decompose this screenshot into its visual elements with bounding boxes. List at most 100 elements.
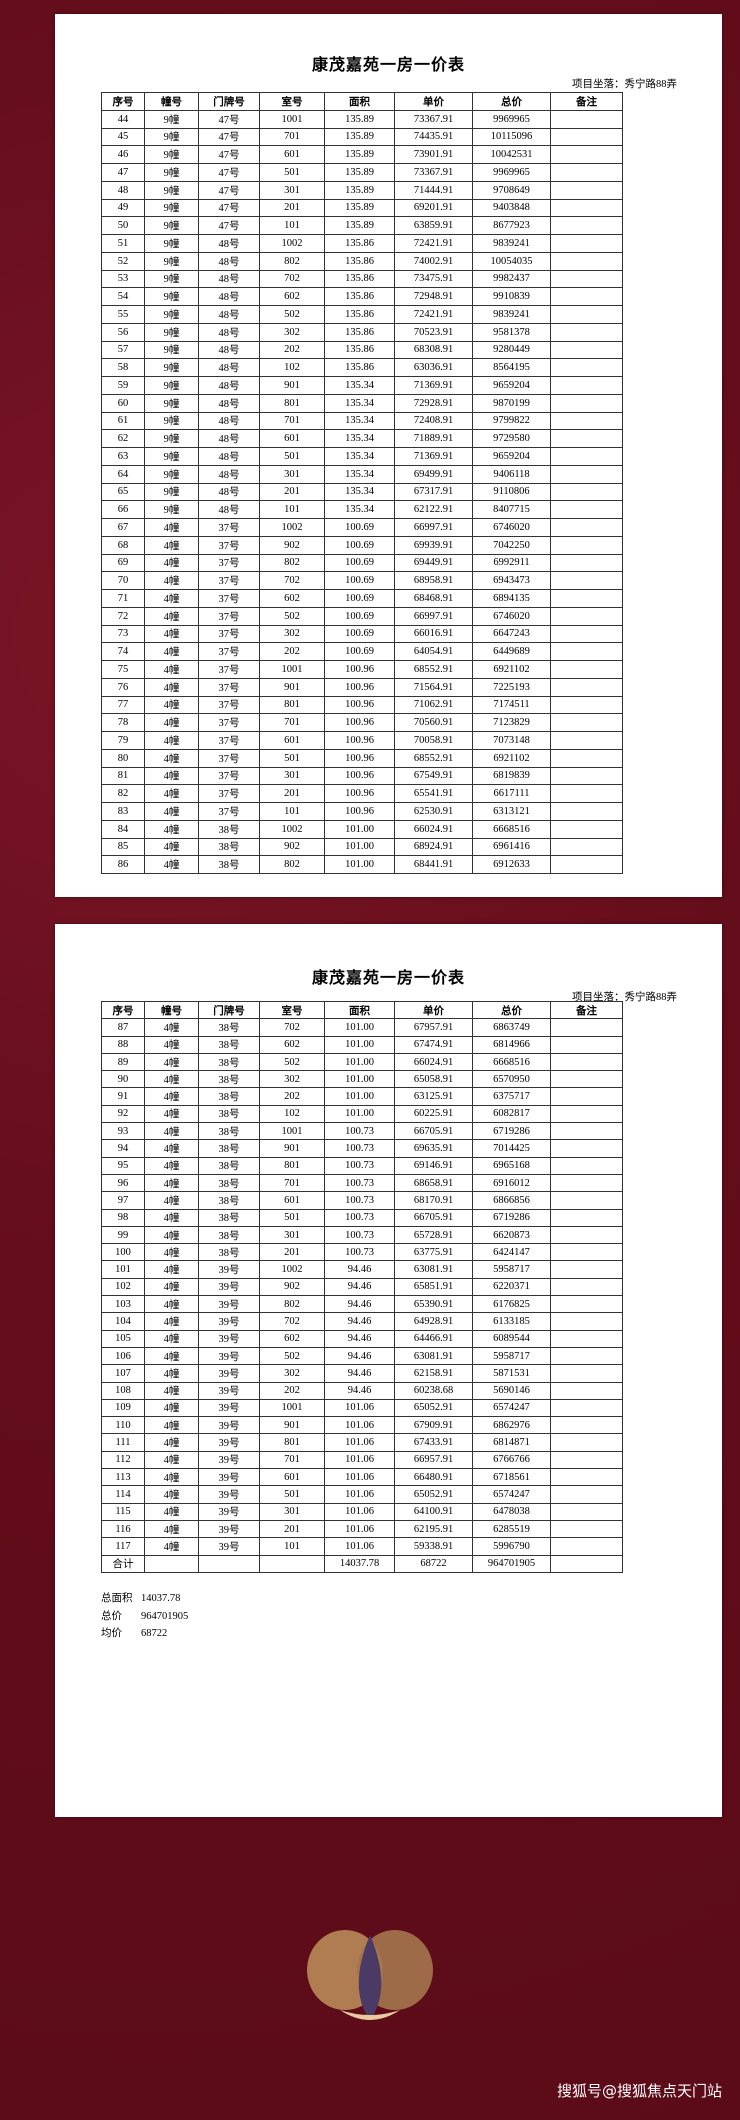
cell: 38号 <box>198 1139 260 1158</box>
cell: 70058.91 <box>394 731 473 750</box>
cell: 101.06 <box>324 1537 395 1556</box>
remark-cell <box>550 1416 623 1435</box>
remark-cell <box>550 1312 623 1331</box>
cell: 85 <box>101 837 145 857</box>
table-row: 75 4幢 37号 1001 100.96 68552.91 6921102 <box>101 660 623 679</box>
cell: 9幢 <box>144 447 199 466</box>
cell: 135.34 <box>324 411 395 431</box>
cell: 6082817 <box>472 1104 551 1124</box>
header-cell: 室号 <box>259 92 325 111</box>
cell: 601 <box>259 1191 325 1210</box>
cell: 9幢 <box>144 198 199 218</box>
cell: 68658.91 <box>394 1173 473 1193</box>
cell: 83 <box>101 802 145 821</box>
watermark: 搜狐号@搜狐焦点天门站 <box>556 2082 722 2100</box>
cell: 38号 <box>198 1104 260 1124</box>
cell: 47号 <box>198 216 260 235</box>
cell: 107 <box>101 1364 145 1383</box>
remark-cell <box>550 1052 623 1072</box>
cell: 94.46 <box>324 1260 395 1279</box>
table-row: 47 9幢 47号 501 135.89 73367.91 9969965 <box>101 163 623 182</box>
cell: 201 <box>259 482 325 502</box>
cell: 73367.91 <box>394 109 473 129</box>
cell: 9110806 <box>472 482 551 502</box>
cell: 71444.91 <box>394 180 473 200</box>
remark-cell <box>550 1156 623 1175</box>
table-row: 85 4幢 38号 902 101.00 68924.91 6961416 <box>101 837 623 857</box>
cell: 100 <box>101 1243 145 1262</box>
cell: 38号 <box>198 855 260 874</box>
table-row: 115 4幢 39号 301 101.06 64100.91 6478038 <box>101 1502 623 1521</box>
cell: 4幢 <box>144 1277 199 1297</box>
table-row: 93 4幢 38号 1001 100.73 66705.91 6719286 <box>101 1122 623 1141</box>
cell: 202 <box>259 340 325 360</box>
table-row: 66 9幢 48号 101 135.34 62122.91 8407715 <box>101 500 623 519</box>
cell: 38号 <box>198 1225 260 1245</box>
cell: 38号 <box>198 837 260 857</box>
cell: 6574247 <box>472 1398 551 1418</box>
cell: 7174511 <box>472 695 551 715</box>
table-row: 77 4幢 37号 801 100.96 71062.91 7174511 <box>101 695 623 715</box>
cell: 101.06 <box>324 1450 395 1470</box>
cell: 9幢 <box>144 287 199 306</box>
cell: 94.46 <box>324 1329 395 1348</box>
cell: 6668516 <box>472 819 551 839</box>
cell: 39号 <box>198 1260 260 1279</box>
table-row: 60 9幢 48号 801 135.34 72928.91 9870199 <box>101 393 623 413</box>
cell: 63036.91 <box>394 358 473 377</box>
table-row: 53 9幢 48号 702 135.86 73475.91 9982437 <box>101 269 623 289</box>
header-cell: 单价 <box>394 1000 473 1020</box>
cell: 135.89 <box>324 109 395 129</box>
cell: 69201.91 <box>394 198 473 218</box>
cell: 302 <box>259 1070 325 1089</box>
cell: 702 <box>259 1018 325 1037</box>
summary-line: 总价 964701905 <box>101 1608 188 1623</box>
cell: 602 <box>259 287 325 306</box>
cell: 68 <box>101 535 145 555</box>
cell: 91 <box>101 1087 145 1106</box>
cell: 6921102 <box>472 748 551 768</box>
cell: 6863749 <box>472 1018 551 1037</box>
cell: 4幢 <box>144 660 199 679</box>
cell: 901 <box>259 1416 325 1435</box>
cell: 64928.91 <box>394 1312 473 1331</box>
cell: 4幢 <box>144 1295 199 1314</box>
cell: 67433.91 <box>394 1433 473 1452</box>
cell: 6089544 <box>472 1329 551 1348</box>
remark-cell <box>550 145 623 164</box>
cell: 4幢 <box>144 1433 199 1452</box>
cell: 39号 <box>198 1416 260 1435</box>
cell: 4幢 <box>144 518 199 537</box>
cell: 701 <box>259 411 325 431</box>
cell: 48号 <box>198 376 260 395</box>
summary-value: 964701905 <box>141 1610 189 1622</box>
cell: 100.69 <box>324 571 395 590</box>
cell: 964701905 <box>472 1554 551 1573</box>
cell: 6449689 <box>472 642 551 661</box>
table-row: 104 4幢 39号 702 94.46 64928.91 6133185 <box>101 1312 623 1331</box>
table-row: 74 4幢 37号 202 100.69 64054.91 6449689 <box>101 642 623 661</box>
cell: 39号 <box>198 1364 260 1383</box>
remark-cell <box>550 855 623 874</box>
table-row: 90 4幢 38号 302 101.00 65058.91 6570950 <box>101 1070 623 1089</box>
table-row: 109 4幢 39号 1001 101.06 65052.91 6574247 <box>101 1398 623 1418</box>
cell: 63125.91 <box>394 1087 473 1106</box>
cell: 6719286 <box>472 1208 551 1227</box>
remark-cell <box>550 642 623 661</box>
cell: 100.96 <box>324 695 395 715</box>
cell: 105 <box>101 1329 145 1348</box>
cell: 4幢 <box>144 571 199 590</box>
remark-cell <box>550 624 623 644</box>
cell: 103 <box>101 1295 145 1314</box>
cell: 4幢 <box>144 1035 199 1054</box>
cell: 65390.91 <box>394 1295 473 1314</box>
cell: 902 <box>259 535 325 555</box>
cell: 68441.91 <box>394 855 473 874</box>
cell: 135.89 <box>324 216 395 235</box>
cell: 9839241 <box>472 234 551 253</box>
cell: 63081.91 <box>394 1260 473 1279</box>
cell: 71369.91 <box>394 447 473 466</box>
cell: 101.00 <box>324 1052 395 1072</box>
cell: 37号 <box>198 784 260 803</box>
header-cell: 幢号 <box>144 1000 199 1020</box>
